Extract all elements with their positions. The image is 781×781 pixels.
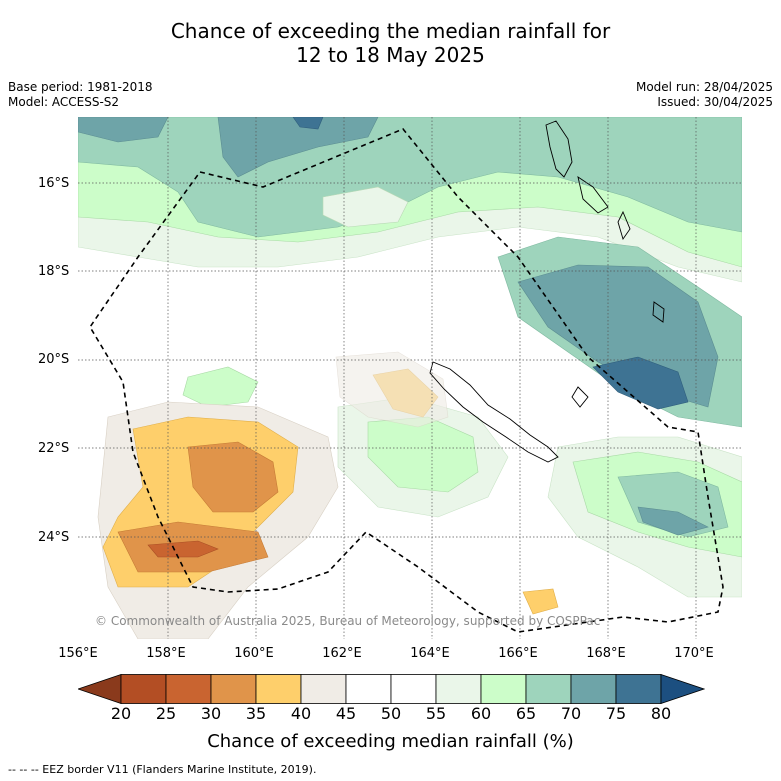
lon-label-160e: 160°E [234, 646, 274, 661]
meta-left: Base period: 1981-2018 Model: ACCESS-S2 [8, 80, 153, 110]
colorbar-tick-30: 30 [200, 704, 222, 723]
colorbar-tick-50: 50 [380, 704, 402, 723]
colorbar-segment [165, 674, 212, 704]
colorbar-tick-75: 75 [605, 704, 627, 723]
title-line-1: Chance of exceeding the median rainfall … [170, 19, 611, 43]
lat-label-24s: 24°S [38, 530, 70, 545]
contour-35-40-south-patch [522, 588, 559, 615]
lat-label-18s: 18°S [38, 264, 70, 279]
contour-75-80-north [78, 117, 379, 178]
contour-25-30-dry [147, 540, 219, 558]
eez-footnote: -- -- -- EEZ border V11 (Flanders Marine… [8, 763, 317, 776]
colorbar-segment [390, 674, 437, 704]
new-caledonia-coastline [429, 361, 559, 463]
lon-label-158e: 158°E [146, 646, 186, 661]
colorbar-tick-40: 40 [290, 704, 312, 723]
lon-label-166e: 166°E [498, 646, 538, 661]
colorbar-segment [480, 674, 527, 704]
lon-label-170e: 170°E [674, 646, 714, 661]
colorbar-lower-extension [76, 673, 122, 705]
vanuatu-coastline [545, 120, 665, 408]
lon-label-168e: 168°E [586, 646, 626, 661]
lat-label-16s: 16°S [38, 176, 70, 191]
map-panel: © Commonwealth of Australia 2025, Bureau… [78, 117, 742, 639]
lon-label-164e: 164°E [410, 646, 450, 661]
rainfall-probability-map [78, 117, 742, 639]
colorbar-label: Chance of exceeding median rainfall (%) [207, 731, 574, 752]
map-title: Chance of exceeding the median rainfall … [0, 19, 781, 67]
lat-label-22s: 22°S [38, 441, 70, 456]
colorbar-segment [255, 674, 302, 704]
graticule [78, 117, 742, 639]
colorbar-tick-25: 25 [155, 704, 177, 723]
eez-border [89, 128, 724, 633]
colorbar-segment [300, 674, 347, 704]
colorbar-segment [345, 674, 392, 704]
colorbar-tick-35: 35 [245, 704, 267, 723]
lon-label-156e: 156°E [58, 646, 98, 661]
contour-65-70-west-blob [182, 366, 259, 408]
colorbar-segment [120, 674, 167, 704]
colorbar-segment [570, 674, 617, 704]
colorbar-segment [210, 674, 257, 704]
meta-right: Model run: 28/04/2025 Issued: 30/04/2025 [636, 80, 773, 110]
title-line-2: 12 to 18 May 2025 [296, 43, 485, 67]
contour-light-patch-north [322, 186, 409, 228]
colorbar-upper-extension [660, 673, 706, 705]
colorbar-tick-80: 80 [650, 704, 672, 723]
contour-80-north [292, 117, 324, 130]
colorbar-graphic [76, 673, 706, 705]
model-run: Model run: 28/04/2025 [635, 80, 773, 94]
colorbar-tick-60: 60 [470, 704, 492, 723]
colorbar-segment [615, 674, 662, 704]
model-name: Model: ACCESS-S2 [8, 95, 120, 109]
colorbar-segment [525, 674, 572, 704]
lat-label-20s: 20°S [38, 352, 70, 367]
contour-30-35-dry [117, 441, 279, 573]
colorbar-tick-20: 20 [110, 704, 132, 723]
colorbar-tick-70: 70 [560, 704, 582, 723]
base-period: Base period: 1981-2018 [8, 80, 153, 94]
lon-label-162e: 162°E [322, 646, 362, 661]
contour-40-45-central-patch [335, 351, 449, 428]
contour-80-plus-east [592, 356, 689, 410]
colorbar-tick-55: 55 [425, 704, 447, 723]
colorbar-tick-45: 45 [335, 704, 357, 723]
colorbar-tick-65: 65 [515, 704, 537, 723]
copyright-text: © Commonwealth of Australia 2025, Bureau… [95, 614, 601, 628]
issued-date: Issued: 30/04/2025 [657, 95, 773, 109]
colorbar-segment [435, 674, 482, 704]
colorbar [76, 673, 706, 705]
contour-75-80-southeast [637, 506, 709, 536]
